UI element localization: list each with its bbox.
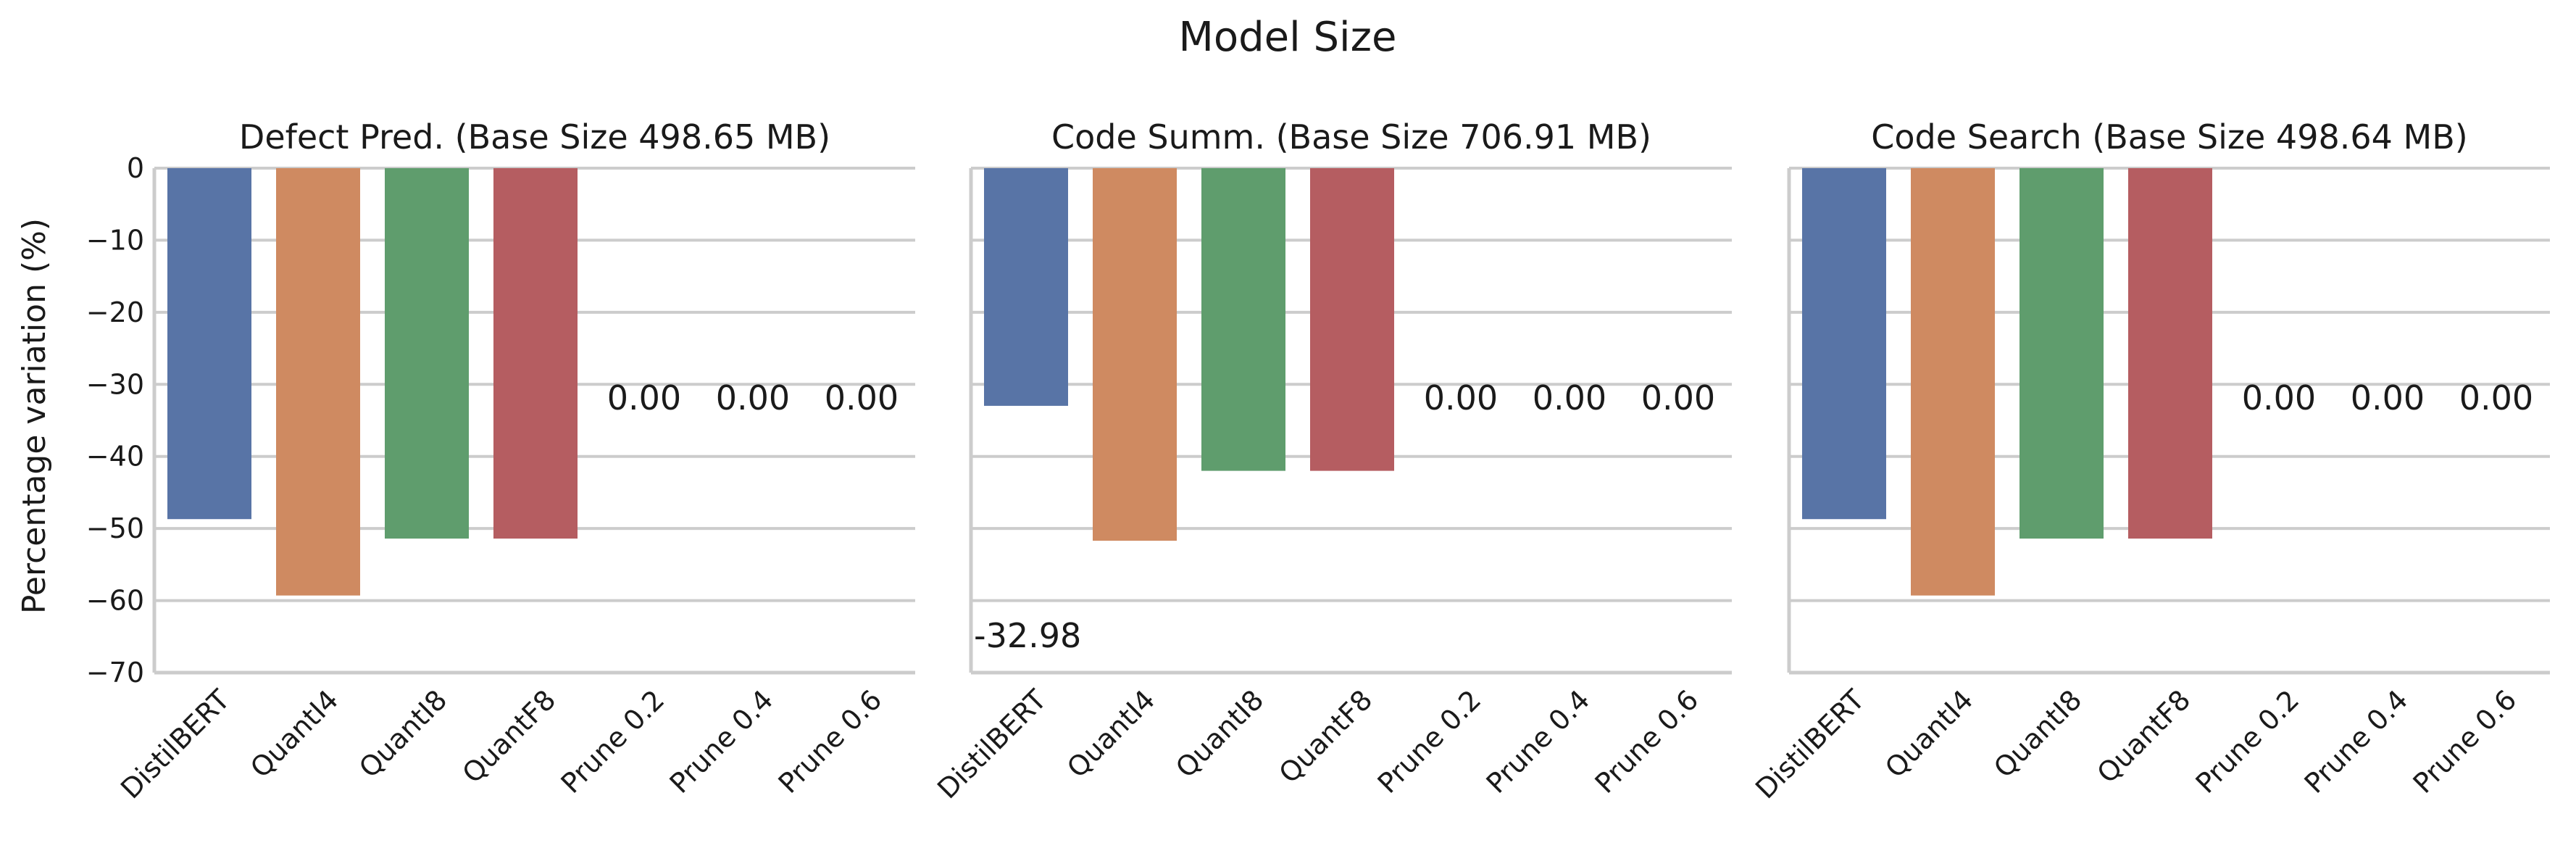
- bar: [1310, 168, 1394, 471]
- x-tick-label: QuantF8: [456, 683, 562, 789]
- y-tick-label: −50: [86, 512, 144, 544]
- data-label: -32.98: [974, 616, 1081, 655]
- bar: [1911, 168, 1995, 596]
- data-label: 0.00: [716, 378, 790, 417]
- x-tick-label: QuantI4: [1061, 683, 1161, 784]
- x-tick-label: QuantI4: [1879, 683, 1979, 784]
- y-tick-label: −40: [86, 441, 144, 473]
- bar: [984, 168, 1068, 406]
- panel-title: Defect Pred. (Base Size 498.65 MB): [239, 117, 830, 157]
- x-tick-label: DistilBERT: [1749, 683, 1871, 805]
- y-tick-label: −60: [86, 585, 144, 617]
- x-tick-label: Prune 0.4: [1480, 683, 1596, 799]
- data-label: 0.00: [2351, 378, 2425, 417]
- y-tick-label: 0: [127, 152, 144, 184]
- y-tick-label: −30: [86, 368, 144, 400]
- x-tick-label: Prune 0.2: [1372, 683, 1488, 799]
- bar: [2019, 168, 2104, 539]
- bar: [1201, 168, 1285, 471]
- bar: [167, 168, 251, 520]
- x-tick-label: QuantF8: [1272, 683, 1378, 789]
- data-label: 0.00: [2242, 378, 2316, 417]
- x-tick-label: Prune 0.6: [1589, 683, 1705, 799]
- x-tick-label: QuantI8: [1988, 683, 2088, 784]
- x-tick-label: Prune 0.2: [555, 683, 671, 799]
- x-tick-label: QuantI8: [1170, 683, 1270, 784]
- x-tick-label: QuantF8: [2091, 683, 2196, 789]
- y-axis-label: Percentage variation (%): [16, 218, 53, 614]
- data-label: 0.00: [607, 378, 681, 417]
- bar: [493, 168, 578, 539]
- panel-title: Code Summ. (Base Size 706.91 MB): [1051, 117, 1651, 157]
- bar: [1093, 168, 1177, 541]
- bar: [385, 168, 469, 539]
- x-tick-label: Prune 0.4: [664, 683, 780, 799]
- data-label: 0.00: [2459, 378, 2533, 417]
- x-tick-label: Prune 0.4: [2298, 683, 2414, 799]
- data-label: 0.00: [1424, 378, 1498, 417]
- x-tick-label: QuantI8: [353, 683, 453, 784]
- y-tick-label: −10: [86, 224, 144, 256]
- bar: [276, 168, 360, 596]
- x-tick-label: Prune 0.2: [2190, 683, 2306, 799]
- x-tick-label: Prune 0.6: [2407, 683, 2523, 799]
- data-label: 0.00: [825, 378, 899, 417]
- panel-3: Code Search (Base Size 498.64 MB) DistilB…: [1749, 117, 2550, 805]
- x-tick-label: Prune 0.6: [772, 683, 888, 799]
- chart-panels: 0 −10 −20 −30 −40 −50 −60 −70 Defect Pred. (Base…: [86, 117, 2550, 805]
- x-tick-label: QuantI4: [244, 683, 344, 784]
- figure-title: Model Size: [1179, 14, 1397, 61]
- x-tick-label: DistilBERT: [114, 683, 236, 805]
- data-label: 0.00: [1641, 378, 1715, 417]
- panel-title: Code Search (Base Size 498.64 MB): [1871, 117, 2467, 157]
- panel-2: Code Summ. (Base Size 706.91 MB) DistilBE…: [931, 117, 1732, 805]
- y-tick-label: −70: [86, 657, 144, 689]
- bar: [1802, 168, 1886, 520]
- data-label: 0.00: [1533, 378, 1606, 417]
- y-tick-label: −20: [86, 296, 144, 328]
- bar: [2128, 168, 2212, 539]
- x-tick-label: DistilBERT: [931, 683, 1053, 805]
- panel-1: 0 −10 −20 −30 −40 −50 −60 −70 Defect Pred. (Base…: [86, 117, 915, 805]
